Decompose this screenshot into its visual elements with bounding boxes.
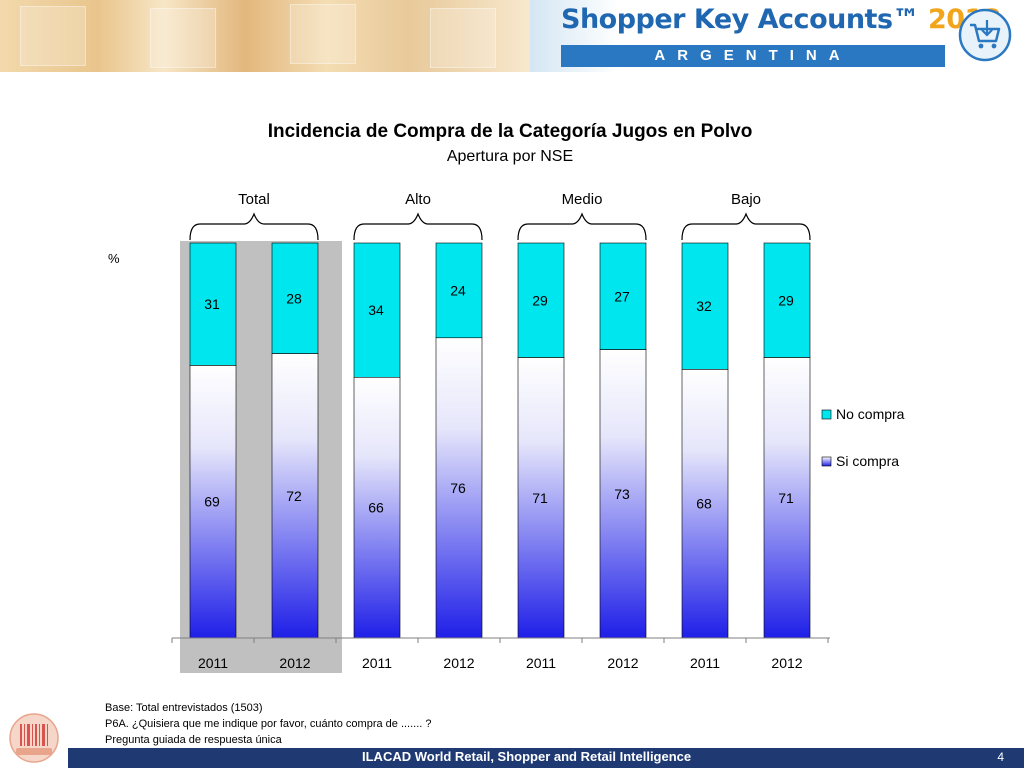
footer-text: ILACAD World Retail, Shopper and Retail … — [362, 749, 692, 764]
data-label-no-compra: 27 — [614, 288, 630, 304]
x-tick-label: 2012 — [607, 655, 638, 671]
bar-si-compra — [435, 337, 483, 639]
data-label-si-compra: 72 — [286, 488, 302, 504]
x-tick-label: 2011 — [198, 655, 228, 671]
footnote-question: P6A. ¿Quisiera que me indique por favor,… — [105, 718, 432, 730]
bar-no-compra — [189, 242, 237, 366]
group-label: Bajo — [731, 191, 761, 208]
data-label-si-compra: 76 — [450, 480, 466, 496]
data-label-si-compra: 71 — [778, 490, 794, 506]
data-label-no-compra: 31 — [204, 296, 220, 312]
x-tick-label: 2012 — [771, 655, 802, 671]
data-label-si-compra: 68 — [696, 496, 712, 512]
bar-si-compra — [599, 349, 647, 639]
brand-country: ARGENTINA — [654, 47, 852, 64]
brand-country-bar: ARGENTINA — [561, 45, 945, 67]
group-brace — [189, 212, 319, 241]
footnote-note: Pregunta guiada de respuesta única — [105, 734, 282, 746]
group-brace — [681, 212, 811, 241]
data-label-no-compra: 34 — [368, 302, 384, 318]
bar-no-compra — [435, 242, 483, 339]
page-number: 4 — [997, 750, 1004, 764]
bar-si-compra — [763, 357, 811, 639]
chart-title: Incidencia de Compra de la Categoría Jug… — [267, 121, 753, 142]
barcode-logo-icon — [9, 713, 59, 763]
footnote-base: Base: Total entrevistados (1503) — [105, 702, 263, 714]
legend-label: Si compra — [836, 453, 899, 469]
data-label-no-compra: 29 — [532, 292, 548, 308]
header-banner: Shopper Key Accounts™ 2012 ARGENTINA — [0, 0, 1024, 72]
group-label: Total — [238, 191, 270, 208]
bar-no-compra — [681, 242, 729, 370]
x-tick-label: 2011 — [526, 655, 556, 671]
group-brace — [517, 212, 647, 241]
stacked-bar-chart: % 31 69 2011 28 72 2012 34 66 2011 24 76 2012 29 71 201… — [108, 191, 905, 673]
bar-no-compra — [599, 242, 647, 350]
legend-swatch — [821, 409, 832, 420]
data-label-no-compra: 32 — [696, 298, 712, 314]
group-brace — [353, 212, 483, 241]
x-tick-label: 2012 — [443, 655, 474, 671]
data-label-si-compra: 73 — [614, 486, 630, 502]
bar-si-compra — [353, 377, 401, 639]
header-photo-strip — [0, 0, 545, 72]
data-label-si-compra: 66 — [368, 500, 384, 516]
bar-si-compra — [681, 369, 729, 639]
data-label-si-compra: 71 — [532, 490, 548, 506]
x-tick-label: 2012 — [279, 655, 310, 671]
group-label: Medio — [562, 191, 603, 208]
chart-subtitle: Apertura por NSE — [446, 148, 574, 165]
bar-no-compra — [763, 242, 811, 358]
legend-swatch — [821, 456, 832, 467]
legend-label: No compra — [836, 406, 905, 422]
bar-si-compra — [517, 357, 565, 639]
footer-bar: ILACAD World Retail, Shopper and Retail … — [68, 748, 1024, 768]
bar-no-compra — [517, 242, 565, 358]
group-label: Alto — [405, 191, 431, 208]
brand-name: Shopper Key Accounts™ — [561, 4, 920, 35]
shopping-cart-icon — [958, 8, 1012, 62]
brand-title: Shopper Key Accounts™ 2012 — [561, 4, 1002, 35]
data-label-si-compra: 69 — [204, 494, 220, 510]
footnotes: Base: Total entrevistados (1503) P6A. ¿Q… — [105, 700, 432, 748]
x-tick-label: 2011 — [362, 655, 392, 671]
data-label-no-compra: 24 — [450, 282, 466, 298]
data-label-no-compra: 29 — [778, 292, 794, 308]
data-label-no-compra: 28 — [286, 290, 302, 306]
y-axis-label: % — [108, 251, 120, 266]
x-tick-label: 2011 — [690, 655, 720, 671]
